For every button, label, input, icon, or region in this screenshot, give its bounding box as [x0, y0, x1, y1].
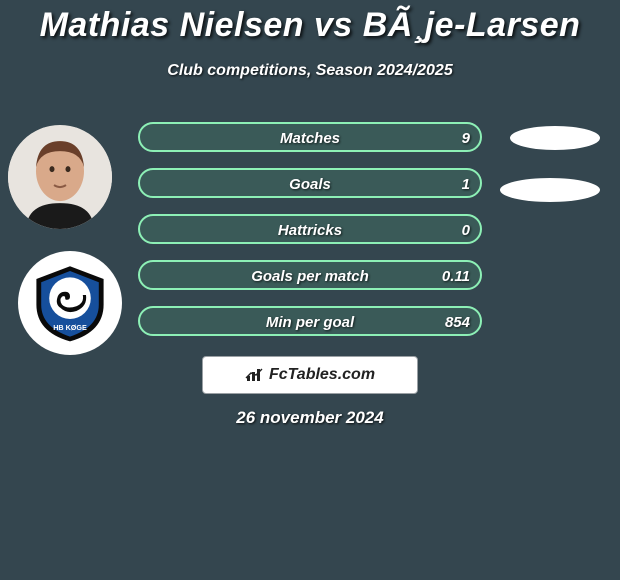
stat-label: Matches — [140, 124, 480, 154]
player-left-avatar — [8, 125, 112, 229]
stat-row-hattricks: Hattricks 0 — [138, 214, 482, 244]
stat-label: Goals per match — [140, 262, 480, 292]
player-right-avatar-placeholder — [510, 126, 600, 150]
stat-label: Goals — [140, 170, 480, 200]
stat-label: Hattricks — [140, 216, 480, 246]
player-left-club-badge: HB KØGE — [18, 251, 122, 355]
footer-date: 26 november 2024 — [0, 408, 620, 428]
attribution-text: FcTables.com — [269, 366, 375, 384]
stat-value-left: 1 — [462, 170, 470, 200]
attribution-box: FcTables.com — [202, 356, 418, 394]
comparison-card: Mathias Nielsen vs BÃ¸je-Larsen Club com… — [0, 0, 620, 580]
stat-value-left: 0.11 — [442, 262, 470, 292]
stats-column: Matches 9 Goals 1 Hattricks 0 Goals per … — [138, 122, 482, 352]
stat-value-left: 854 — [445, 308, 470, 338]
stat-value-left: 0 — [462, 216, 470, 246]
page-subtitle: Club competitions, Season 2024/2025 — [0, 62, 620, 80]
player-right-club-placeholder — [500, 178, 600, 202]
stat-row-goals: Goals 1 — [138, 168, 482, 198]
stat-row-goals-per-match: Goals per match 0.11 — [138, 260, 482, 290]
page-title: Mathias Nielsen vs BÃ¸je-Larsen — [0, 6, 620, 45]
club-badge-icon: HB KØGE — [30, 263, 110, 343]
stat-row-min-per-goal: Min per goal 854 — [138, 306, 482, 336]
player-silhouette-icon — [8, 127, 112, 229]
stat-row-matches: Matches 9 — [138, 122, 482, 152]
bar-chart-icon — [245, 367, 265, 383]
stat-value-left: 9 — [462, 124, 470, 154]
stat-label: Min per goal — [140, 308, 480, 338]
svg-text:HB KØGE: HB KØGE — [53, 323, 87, 332]
